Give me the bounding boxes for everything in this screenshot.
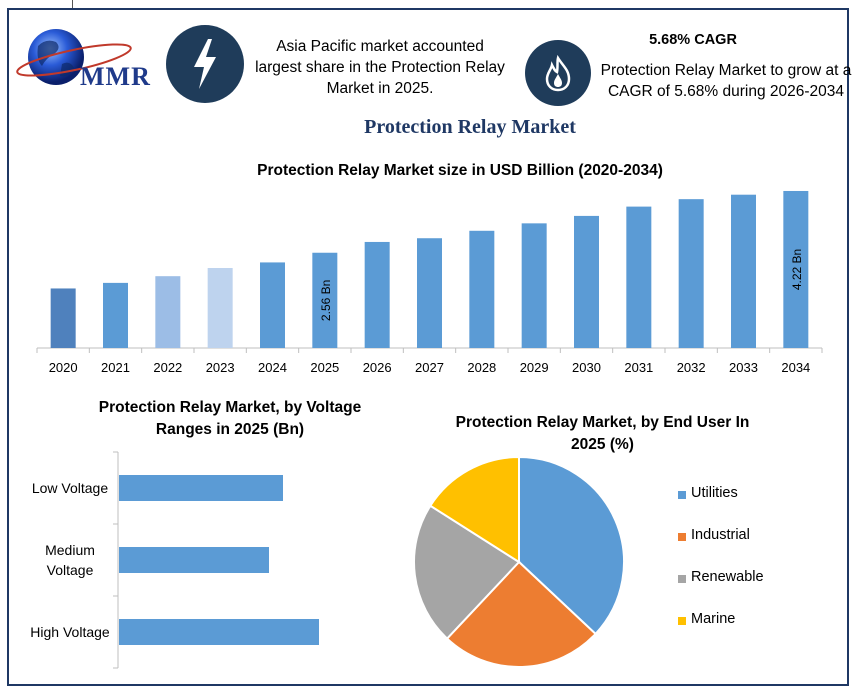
legend-swatch bbox=[678, 533, 686, 541]
bar-2022 bbox=[155, 276, 181, 348]
page-title: Protection Relay Market bbox=[364, 116, 576, 138]
x-tick-label: 2021 bbox=[101, 360, 130, 375]
x-tick-label: 2025 bbox=[310, 360, 339, 375]
x-tick-label: 2020 bbox=[49, 360, 78, 375]
bar-2026 bbox=[364, 241, 390, 348]
y-tick-label: Low Voltage bbox=[32, 480, 108, 496]
pie-slice-marine bbox=[428, 455, 520, 564]
x-tick-label: 2030 bbox=[572, 360, 601, 375]
bar-2023 bbox=[207, 268, 233, 348]
legend-swatch bbox=[678, 617, 686, 625]
lightning-bolt-icon bbox=[166, 25, 244, 103]
x-tick-label: 2024 bbox=[258, 360, 287, 375]
bar-2020 bbox=[50, 288, 76, 348]
bar-2033 bbox=[731, 194, 756, 348]
x-tick-label: 2031 bbox=[624, 360, 653, 375]
legend-label: Marine bbox=[691, 611, 736, 627]
infographic-frame bbox=[7, 8, 849, 686]
top-tick-line bbox=[72, 0, 73, 8]
bar-2025 bbox=[312, 252, 338, 348]
cagr-description: Protection Relay Market to grow at a CAG… bbox=[600, 62, 852, 100]
x-tick-label: 2023 bbox=[206, 360, 235, 375]
pie-slice-industrial bbox=[445, 560, 597, 668]
x-tick-label: 2029 bbox=[520, 360, 549, 375]
legend-swatch bbox=[678, 491, 686, 499]
legend-label: Renewable bbox=[691, 569, 764, 585]
data-label: 2.56 Bn bbox=[319, 280, 333, 321]
region-highlight-text: Asia Pacific market accounted largest sh… bbox=[255, 38, 505, 97]
x-tick-label: 2034 bbox=[781, 360, 810, 375]
legend-swatch bbox=[678, 575, 686, 583]
bar-2028 bbox=[469, 230, 495, 348]
voltage-chart-title: Protection Relay Market, by Voltage Rang… bbox=[98, 399, 362, 438]
data-label: 4.22 Bn bbox=[790, 249, 804, 290]
hbar-medium-voltage bbox=[119, 547, 269, 573]
bar-2030 bbox=[574, 215, 599, 348]
x-tick-label: 2026 bbox=[363, 360, 392, 375]
legend-label: Industrial bbox=[691, 527, 750, 543]
x-tick-label: 2032 bbox=[677, 360, 706, 375]
end-user-chart-title: Protection Relay Market, by End User In … bbox=[455, 414, 750, 453]
x-tick-label: 2028 bbox=[467, 360, 496, 375]
x-tick-label: 2033 bbox=[729, 360, 758, 375]
bar-2031 bbox=[626, 206, 652, 348]
bar-2027 bbox=[417, 238, 442, 348]
y-tick-label: High Voltage bbox=[30, 624, 110, 640]
y-tick-label: Voltage bbox=[47, 562, 94, 578]
bar-2021 bbox=[103, 282, 128, 348]
bar-2024 bbox=[260, 262, 285, 348]
cagr-title: 5.68% CAGR bbox=[649, 32, 737, 48]
globe-logo bbox=[16, 29, 132, 85]
brand-logo-text: MMR bbox=[80, 62, 151, 91]
market-size-chart-title: Protection Relay Market size in USD Bill… bbox=[257, 162, 663, 179]
x-tick-label: 2022 bbox=[153, 360, 182, 375]
flame-icon bbox=[525, 40, 591, 106]
pie-slice-renewable bbox=[413, 504, 521, 640]
legend-label: Utilities bbox=[691, 485, 738, 501]
pie-slice-utilities bbox=[518, 455, 625, 636]
x-tick-label: 2027 bbox=[415, 360, 444, 375]
y-tick-label: Medium bbox=[45, 542, 95, 558]
bar-2034 bbox=[783, 190, 809, 348]
hbar-high-voltage bbox=[119, 619, 319, 645]
bar-2032 bbox=[678, 199, 704, 348]
bar-2029 bbox=[521, 223, 547, 348]
hbar-low-voltage bbox=[119, 475, 283, 501]
